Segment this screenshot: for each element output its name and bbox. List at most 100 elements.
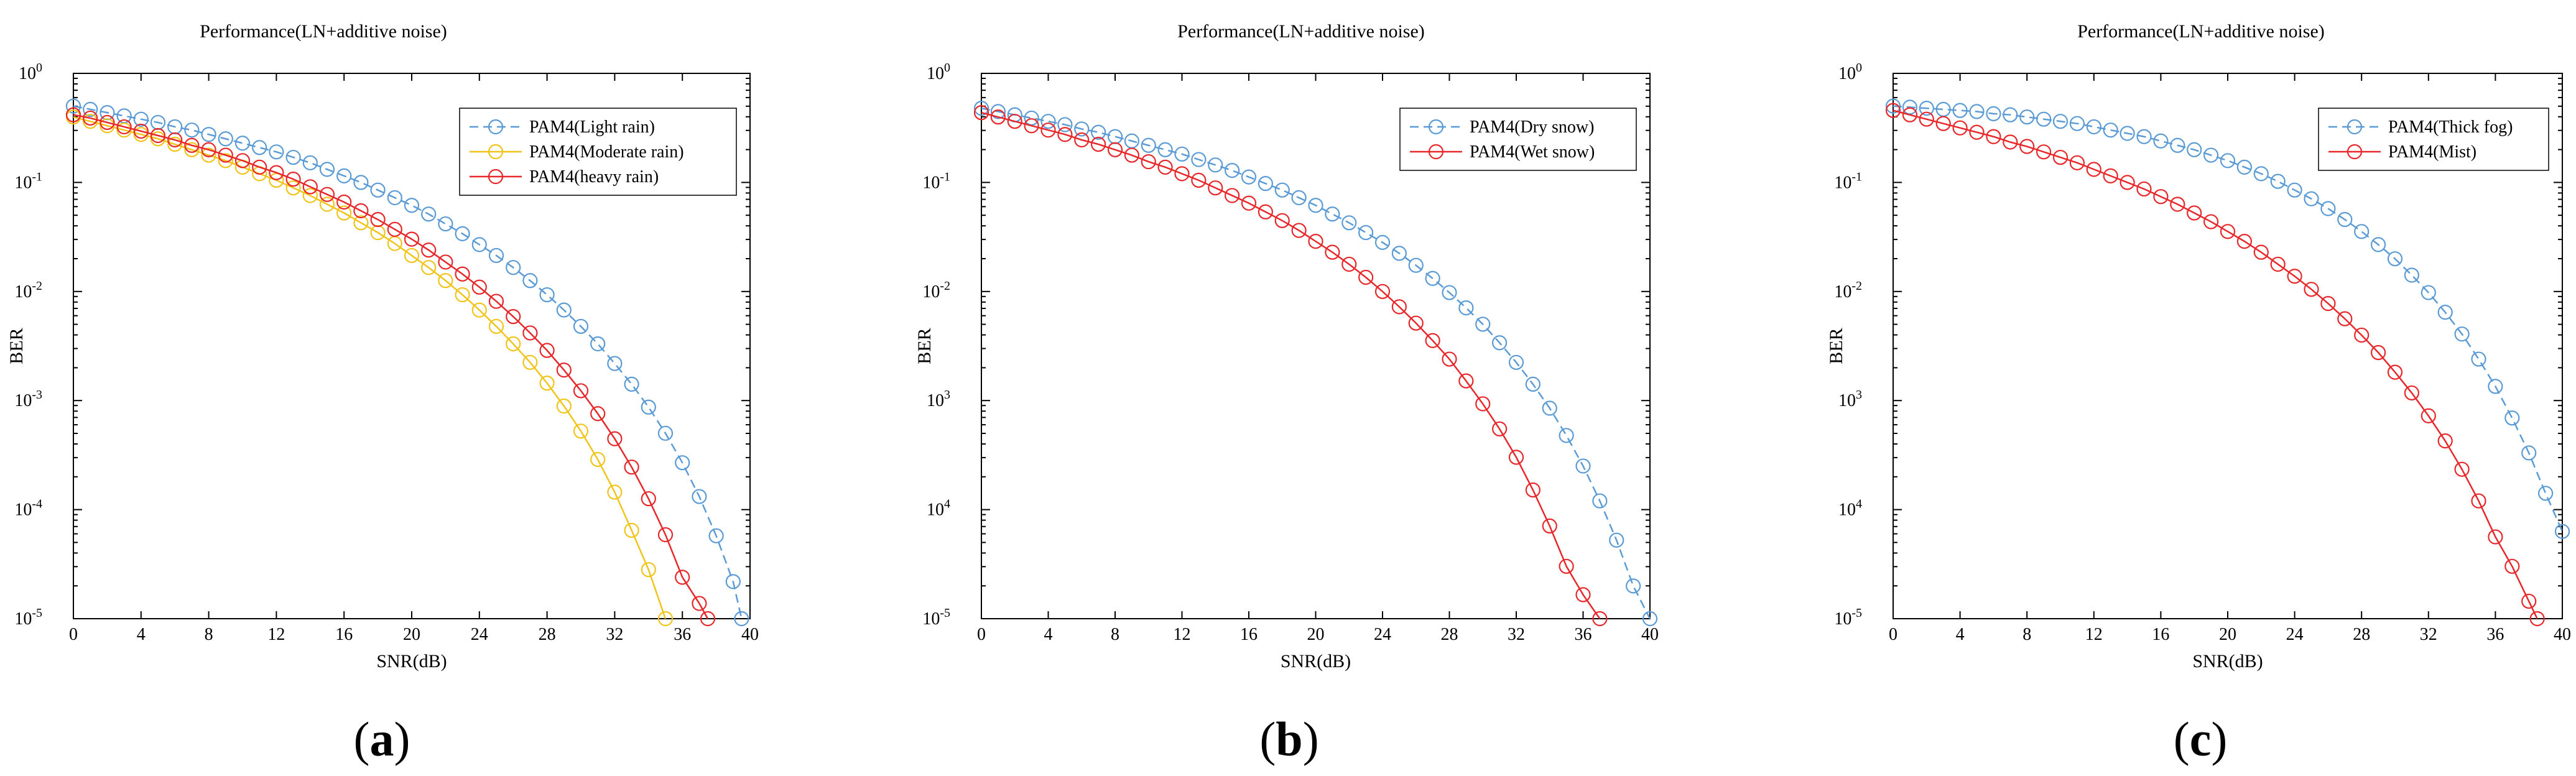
y-tick-label: 10-2 (1834, 279, 1862, 302)
series-pam4-wet-snow- (973, 105, 1608, 627)
data-point (573, 423, 589, 439)
data-point (83, 101, 98, 117)
data-point (2454, 326, 2470, 342)
data-point (725, 574, 741, 589)
data-point (539, 343, 555, 358)
data-point (1141, 137, 1156, 153)
data-point (1525, 482, 1541, 498)
data-point (100, 118, 115, 134)
data-point (1542, 518, 1557, 534)
data-point (1475, 396, 1491, 412)
data-point (675, 455, 690, 471)
data-point (2404, 385, 2419, 401)
data-point (184, 122, 200, 138)
data-point (319, 162, 335, 177)
data-point (1442, 285, 1457, 300)
data-point (285, 180, 301, 196)
x-tick-label: 20 (1307, 625, 1325, 644)
data-point (2504, 558, 2520, 574)
legend-box (1399, 108, 1637, 171)
panel-caption: (a) (354, 712, 410, 766)
x-axis-label: SNR(dB) (2192, 651, 2263, 672)
data-point (2488, 529, 2503, 545)
data-point (2371, 344, 2386, 361)
data-point (2488, 379, 2503, 394)
data-point (1458, 300, 1474, 316)
legend-swatch-marker (2347, 144, 2363, 160)
data-point (607, 484, 623, 500)
data-point (1341, 256, 1357, 272)
data-point (1885, 98, 1901, 114)
data-point (319, 196, 335, 212)
data-point (2320, 201, 2336, 216)
data-point (1074, 121, 1090, 137)
data-point (1124, 147, 1139, 163)
chart-title: Performance(LN+additive noise) (2077, 21, 2325, 42)
data-point (700, 611, 716, 627)
data-point (2337, 311, 2353, 326)
data-point (353, 175, 369, 190)
data-point (573, 318, 589, 335)
data-point (421, 206, 437, 222)
data-point (1208, 157, 1223, 173)
data-point (1007, 114, 1022, 129)
data-point (2019, 109, 2035, 125)
data-point (2253, 244, 2269, 260)
x-tick-label: 36 (1575, 625, 1592, 644)
data-point (150, 131, 166, 147)
x-tick-label: 12 (267, 625, 285, 644)
data-point (1374, 234, 1391, 250)
data-point (990, 104, 1006, 119)
data-point (2270, 173, 2286, 189)
data-point (2504, 410, 2520, 426)
data-point (2304, 282, 2319, 297)
data-point (387, 221, 402, 237)
data-point (2136, 129, 2152, 144)
data-point (1040, 122, 1056, 138)
chart-panel-b: Performance(LN+additive noise) 0 4 8 12 16 20 2… (914, 21, 1659, 766)
panel-caption: (c) (2174, 712, 2228, 766)
data-point (522, 325, 538, 341)
data-point (2086, 162, 2101, 177)
data-point (269, 144, 284, 160)
data-point (421, 260, 437, 275)
data-point (1325, 206, 1340, 222)
data-point (657, 425, 674, 441)
data-point (285, 149, 301, 165)
data-point (1575, 458, 1591, 474)
data-point (1626, 578, 1641, 594)
data-point (2253, 166, 2269, 182)
data-point (234, 136, 251, 151)
x-tick-label: 40 (1641, 625, 1659, 644)
data-point (590, 406, 606, 422)
x-tick-label: 0 (1889, 625, 1897, 644)
y-tick-label: 104 (927, 497, 950, 520)
x-tick-label: 0 (977, 625, 986, 644)
data-point (2421, 285, 2436, 300)
data-point (973, 101, 989, 116)
data-point (973, 105, 989, 121)
data-point (336, 168, 352, 183)
data-point (1258, 204, 1273, 219)
data-point (438, 216, 453, 232)
x-tick-label: 32 (606, 625, 623, 644)
data-point (2153, 189, 2169, 205)
series-pam4-heavy-rain- (65, 107, 716, 627)
data-point (1425, 270, 1440, 286)
data-point (2170, 196, 2185, 212)
data-point (1559, 558, 1574, 574)
data-point (1191, 172, 1207, 188)
x-tick-label: 4 (1044, 625, 1053, 644)
y-tick-label: 10-4 (14, 497, 42, 520)
data-point (201, 142, 216, 157)
data-point (2320, 295, 2336, 312)
x-tick-label: 8 (205, 625, 213, 644)
data-point (1174, 146, 1190, 162)
series-pam4-moderate-rain- (65, 109, 674, 627)
data-point (641, 399, 656, 415)
data-point (692, 596, 707, 611)
legend-label: PAM4(Light rain) (529, 118, 655, 137)
data-point (1291, 190, 1307, 206)
data-point (1325, 244, 1340, 260)
data-point (2086, 119, 2101, 135)
